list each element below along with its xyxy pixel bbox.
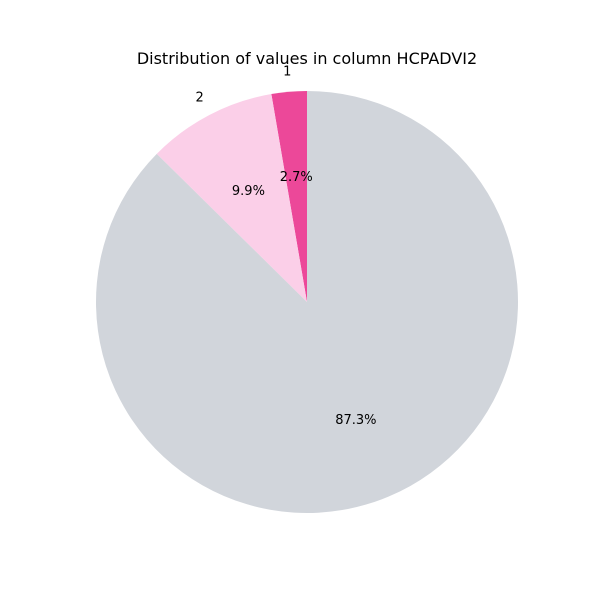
slice-percent-label: 2.7% [280, 170, 313, 185]
pie-slice [96, 91, 519, 513]
chart-title: Distribution of values in column HCPADVI… [137, 49, 477, 68]
pie-slices [96, 91, 519, 513]
slice-percent-label: 87.3% [335, 413, 376, 428]
slice-percent-label: 9.9% [232, 184, 265, 199]
slice-label: 2 [195, 90, 203, 105]
pie-slice [156, 94, 307, 303]
slice-label: 1 [283, 65, 291, 80]
pie-labels: 1 2.7% 2 9.9% 87.3% [195, 65, 376, 428]
pie-slice [271, 91, 307, 302]
